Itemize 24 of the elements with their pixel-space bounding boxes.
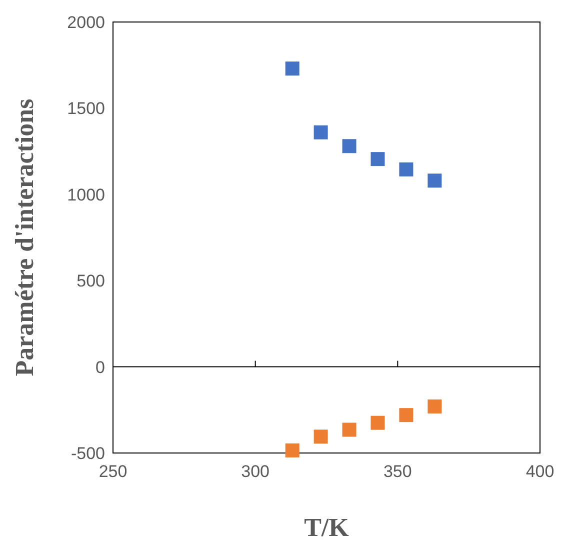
x-tick-label: 400 bbox=[526, 462, 554, 481]
y-axis-title: Paramétre d'interactions bbox=[10, 98, 39, 376]
point bbox=[314, 430, 328, 444]
x-tick-label: 250 bbox=[98, 462, 128, 481]
point bbox=[370, 416, 385, 430]
point bbox=[399, 408, 414, 422]
point bbox=[370, 152, 385, 166]
point bbox=[314, 125, 328, 140]
x-tick-label: 300 bbox=[241, 462, 270, 481]
point bbox=[342, 139, 356, 154]
y-tick-label: 1500 bbox=[67, 99, 105, 118]
point bbox=[342, 422, 356, 437]
x-tick-label: 350 bbox=[383, 462, 412, 481]
y-tick-label: 0 bbox=[96, 358, 105, 377]
y-tick-label: 500 bbox=[76, 272, 105, 291]
point bbox=[428, 174, 442, 188]
y-tick-label: 2000 bbox=[67, 13, 105, 32]
point bbox=[285, 62, 300, 76]
point bbox=[399, 162, 414, 176]
y-tick-label: 1000 bbox=[67, 185, 105, 204]
point bbox=[285, 443, 300, 458]
x-axis-title: T/K bbox=[304, 513, 350, 542]
point bbox=[428, 399, 442, 414]
y-tick-label: -500 bbox=[70, 444, 105, 463]
